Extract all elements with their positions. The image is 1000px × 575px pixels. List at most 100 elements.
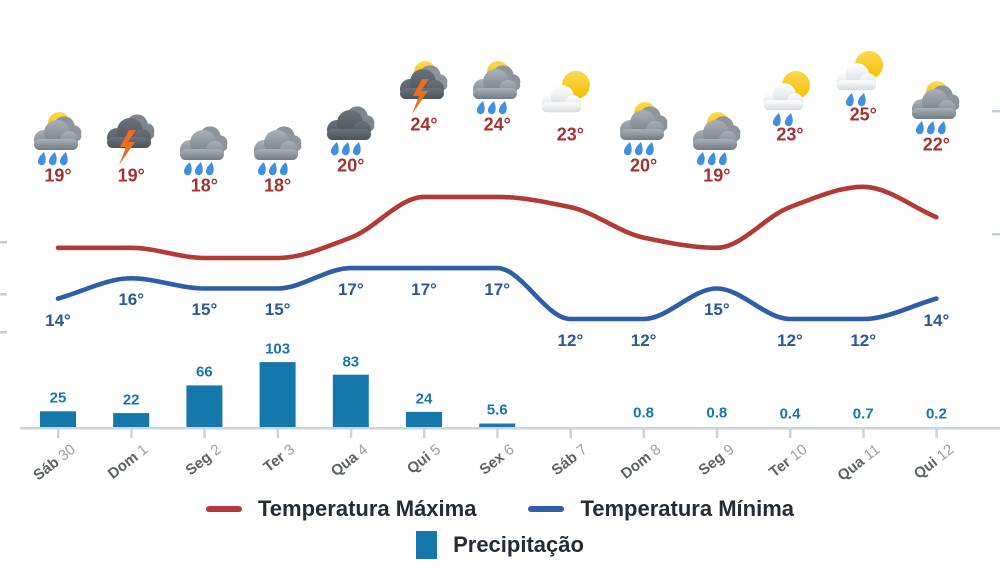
min-temp-label: 12° <box>777 330 803 350</box>
weather-icon-sun-rain <box>28 110 88 172</box>
rain-glyph <box>253 126 301 176</box>
min-temp-label: 14° <box>923 310 950 330</box>
max-temp-label: 18° <box>190 175 219 196</box>
x-axis-tick <box>57 428 60 438</box>
precip-value-label: 22 <box>122 391 140 409</box>
max-temp-label: 19° <box>44 165 72 186</box>
legend-row-lines: Temperatura Máxima Temperatura Mínima <box>206 496 794 522</box>
legend-label-temp-max: Temperatura Máxima <box>258 496 477 521</box>
sun-rain-glyph <box>692 111 741 165</box>
weather-icon-rain <box>248 120 308 182</box>
max-temp-label: 20° <box>337 155 365 176</box>
weather-icon-sun-rain-white <box>833 49 893 111</box>
x-axis-tick <box>862 428 865 438</box>
legend-label-precip: Precipitação <box>453 532 584 557</box>
weather-icon-sun-rain <box>614 100 674 162</box>
precip-bar <box>113 413 150 427</box>
max-temp-label: 19° <box>703 165 731 186</box>
min-temp-label: 12° <box>557 330 584 350</box>
weather-icon-sun-rain <box>467 59 527 121</box>
precip-value-label: 103 <box>265 340 291 358</box>
min-temp-label: 16° <box>118 290 145 310</box>
legend-item-temp-min: Temperatura Mínima <box>528 496 794 522</box>
sun-rain-glyph <box>34 111 82 165</box>
precip-bar <box>186 385 223 427</box>
precip-value-label: 66 <box>196 363 213 381</box>
weather-icon-storm <box>101 110 161 172</box>
storm-glyph <box>107 114 155 165</box>
max-temp-label: 23° <box>776 124 804 145</box>
sun-rain-white-glyph <box>836 50 884 106</box>
left-axis-tick <box>0 241 7 244</box>
weather-icon-sun-rain <box>906 79 966 141</box>
precip-value-label: 0.8 <box>706 404 728 422</box>
min-temp-label: 17° <box>337 280 364 300</box>
sun-rain-glyph <box>912 81 960 135</box>
x-axis-line <box>20 427 1000 430</box>
x-axis-tick <box>935 428 938 438</box>
min-temp-label: 14° <box>45 310 71 330</box>
sun-storm-glyph <box>400 60 448 114</box>
legend: Temperatura Máxima Temperatura Mínima Pr… <box>0 496 1000 559</box>
precip-bar <box>259 362 296 427</box>
max-temp-label: 20° <box>629 155 658 176</box>
max-temp-label: 18° <box>263 175 292 196</box>
x-axis-tick <box>423 428 426 438</box>
x-axis-tick <box>130 428 133 438</box>
weather-icon-rain <box>174 120 234 182</box>
legend-row-precip: Precipitação <box>416 531 584 559</box>
min-temp-label: 15° <box>264 300 291 320</box>
max-temp-label: 24° <box>483 114 511 135</box>
min-temp-label: 17° <box>484 280 511 300</box>
weather-icon-sun-cloud <box>540 69 600 131</box>
min-temp-label: 15° <box>703 300 730 320</box>
sun-rain-glyph <box>619 101 667 155</box>
sun-rain-white-glyph <box>763 71 810 127</box>
precip-value-label: 83 <box>342 353 360 371</box>
max-temp-label: 25° <box>849 104 877 125</box>
min-temp-label: 12° <box>630 330 657 350</box>
min-temp-line <box>55 265 939 322</box>
precip-value-label: 24 <box>415 390 433 408</box>
min-temp-label: 15° <box>191 300 218 320</box>
x-axis-tick <box>789 428 792 438</box>
left-axis-tick <box>0 331 7 334</box>
min-temp-label: 12° <box>850 330 877 350</box>
legend-swatch-precip <box>416 531 438 559</box>
precip-value-label: 25 <box>49 389 67 407</box>
x-axis-tick <box>349 428 353 438</box>
x-axis-tick <box>642 428 646 438</box>
rain-glyph <box>180 126 228 176</box>
precip-bar <box>406 411 442 427</box>
weather-icon-sun-rain-white <box>760 69 820 131</box>
rain-dark-glyph <box>326 105 375 155</box>
max-temp-label: 19° <box>117 165 145 186</box>
max-temp-label: 24° <box>410 114 438 135</box>
precip-value-label: 0.8 <box>633 404 655 422</box>
legend-swatch-temp-max <box>206 506 242 512</box>
sun-rain-glyph <box>473 60 521 115</box>
right-axis-tick <box>992 233 1000 236</box>
precip-bar <box>479 423 516 427</box>
min-temp-label: 17° <box>411 280 437 300</box>
precip-bar <box>40 411 76 428</box>
legend-item-temp-max: Temperatura Máxima <box>206 496 476 522</box>
x-axis-tick <box>496 428 499 438</box>
x-axis-tick <box>569 428 572 438</box>
weather-icon-rain-dark <box>321 100 381 162</box>
x-axis-tick <box>715 428 719 438</box>
x-axis-tick <box>203 428 206 438</box>
sun-cloud-glyph <box>541 71 591 113</box>
precip-value-label: 0.7 <box>852 405 874 423</box>
precip-value-label: 5.6 <box>486 401 508 419</box>
legend-item-precip: Precipitação <box>416 531 584 559</box>
left-axis-tick <box>0 293 7 296</box>
x-axis-tick <box>276 428 280 438</box>
legend-label-temp-min: Temperatura Mínima <box>580 496 794 521</box>
legend-swatch-temp-min <box>528 506 565 512</box>
right-axis-tick <box>992 110 1000 113</box>
precip-value-label: 0.2 <box>925 405 947 423</box>
max-temp-label: 22° <box>922 134 951 155</box>
